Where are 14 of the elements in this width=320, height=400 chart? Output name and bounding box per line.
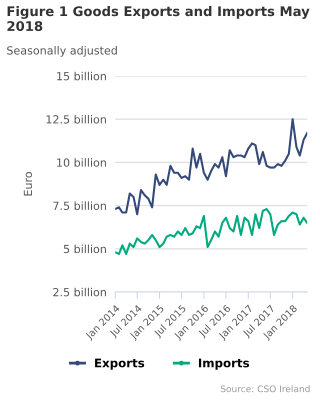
y-tick-label: 2.5 billion	[53, 288, 106, 296]
source-note: Source: CSO Ireland	[220, 385, 310, 392]
y-tick-label: 10 billion	[57, 158, 106, 167]
legend-label: Imports	[198, 358, 250, 370]
y-tick-label: 15 billion	[57, 72, 106, 80]
y-tick-label: 7.5 billion	[53, 201, 106, 210]
y-tick-label: 12.5 billion	[46, 114, 106, 124]
y-axis-title: Euro	[24, 172, 32, 196]
line-series	[115, 208, 308, 256]
chart-subtitle: Seasonally adjusted	[7, 46, 117, 57]
y-tick-label: 5 billion	[64, 244, 106, 254]
legend-label: Exports	[95, 358, 144, 370]
line-series	[115, 118, 308, 216]
chart-title: Figure 1 Goods Exports and Imports May 2018	[7, 6, 310, 32]
